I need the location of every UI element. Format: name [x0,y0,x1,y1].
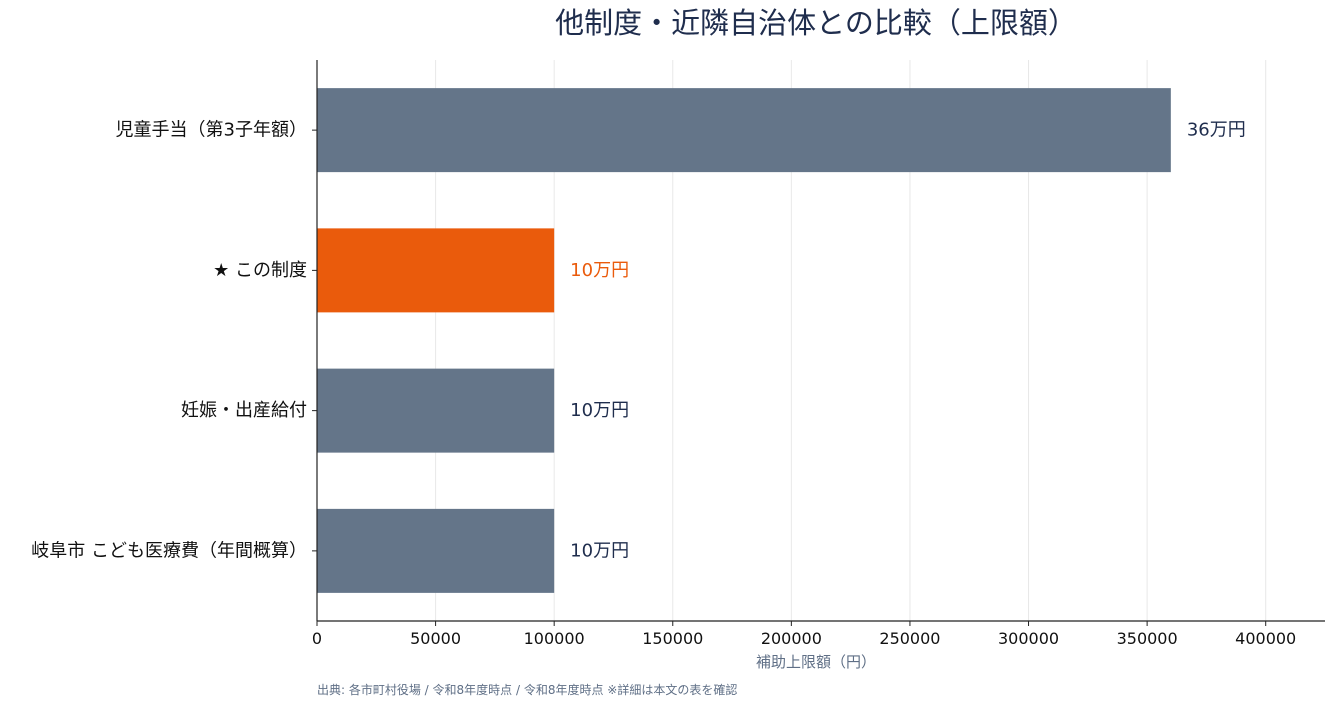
axes [316,60,1325,622]
x-tick-label: 200000 [761,629,822,648]
x-tick-label: 50000 [410,629,461,648]
value-label: 10万円 [570,260,629,281]
x-tick-label: 150000 [642,629,703,648]
value-label: 36万円 [1187,120,1246,141]
value-label: 10万円 [570,540,629,561]
value-label: 10万円 [570,400,629,421]
x-tick-label: 300000 [998,629,1059,648]
x-tick-label: 100000 [524,629,585,648]
bar [317,368,555,453]
chart-title: 他制度・近隣自治体との比較（上限額） [555,6,1077,40]
value-labels: 36万円 10万円 10万円 10万円 [570,120,1246,562]
source-note: 出典: 各市町村役場 / 令和8年度時点 / 令和8年度時点 ※詳細は本文の表を… [317,682,737,697]
bar [317,228,555,313]
x-tick-label: 400000 [1235,629,1296,648]
category-label: ★ この制度 [213,260,307,281]
category-label: 妊娠・出産給付 [181,400,307,421]
x-tick-label: 0 [312,629,322,648]
x-axis-title: 補助上限額（円） [756,653,876,671]
x-tick-label: 250000 [879,629,940,648]
x-tick-label: 350000 [1117,629,1178,648]
x-tick-labels: 0 50000 100000 150000 200000 250000 300000 3500… [312,621,1296,648]
bar [317,508,555,593]
bar [317,88,1171,173]
category-label: 岐阜市 こども医療費（年間概算） [31,540,307,561]
category-label: 児童手当（第3子年額） [116,120,307,141]
bars [317,88,1171,593]
